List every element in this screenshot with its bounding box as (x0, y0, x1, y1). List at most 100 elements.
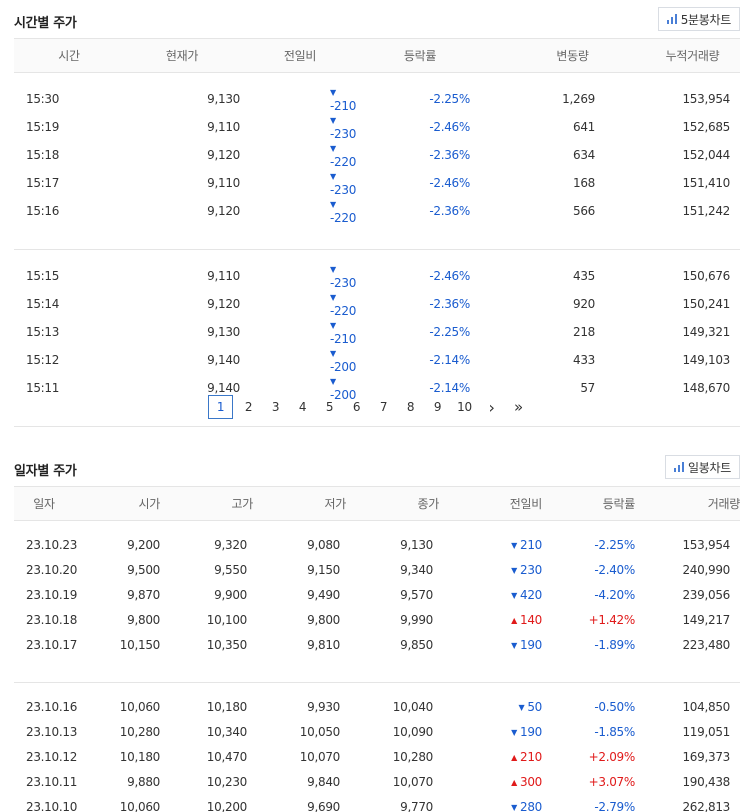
day-change-cell: ▼ 190 (439, 633, 542, 658)
spacer-row (14, 683, 740, 695)
day-rate-cell: +3.07% (588, 775, 636, 789)
cum-volume-cell: 153,954 (682, 91, 730, 106)
spacer-row (14, 521, 740, 533)
volume-change-cell: 634 (572, 147, 595, 162)
high-cell: 9,550 (214, 563, 247, 577)
volume-change-cell: 1,269 (562, 91, 595, 106)
date-cell: 23.10.20 (26, 563, 78, 577)
change-cell: ▼-230 (240, 169, 360, 197)
cum-volume-cell: 149,321 (682, 324, 730, 339)
close-cell: 10,280 (392, 750, 434, 764)
page-current[interactable]: 1 (208, 395, 233, 419)
cum-volume-cell: 150,241 (682, 296, 730, 311)
change-cell: ▼-210 (240, 318, 360, 346)
five-minute-chart-button[interactable]: 5분봉차트 (657, 7, 740, 31)
daily-row: 23.10.20 9,500 9,550 9,150 9,340 ▼ 230 -2.40% 24… (14, 558, 740, 583)
change-value: -210 (330, 98, 357, 113)
page-link[interactable]: 10 (457, 400, 472, 414)
date-cell: 23.10.19 (26, 588, 78, 602)
last-page-icon[interactable]: » (514, 398, 523, 416)
hourly-row: 15:14 9,120 ▼-220 -2.36% 920 150,241 (14, 290, 740, 318)
day-change-cell: ▲ 210 (439, 745, 542, 770)
hourly-price-table: 시간 현재가 전일비 등락률 변동량 누적거래량 15:30 9,130 ▼-210… (14, 38, 740, 427)
high-cell: 10,100 (206, 613, 248, 627)
high-cell: 10,230 (206, 775, 248, 789)
hourly-row: 15:30 9,130 ▼-210 -2.25% 1,269 153,954 (14, 85, 740, 113)
triangle-down-icon: ▼ (330, 348, 336, 358)
low-cell: 9,490 (307, 588, 340, 602)
cum-volume-cell: 149,103 (682, 352, 730, 367)
next-page-icon[interactable]: › (488, 397, 495, 417)
open-cell: 10,180 (119, 750, 161, 764)
trade-volume-cell: 240,990 (682, 563, 730, 577)
high-cell: 9,320 (214, 538, 247, 552)
change-value: -210 (330, 331, 357, 346)
col-header-open: 시가 (74, 486, 160, 521)
page-link[interactable]: 5 (325, 400, 334, 414)
price-cell: 9,130 (207, 324, 240, 339)
day-rate-cell: -4.20% (594, 588, 635, 602)
page-link[interactable]: 2 (244, 400, 253, 414)
triangle-down-icon: ▼ (511, 566, 517, 575)
page-link[interactable]: 4 (298, 400, 307, 414)
cum-volume-cell: 151,242 (682, 203, 730, 218)
daily-row: 23.10.12 10,180 10,470 10,070 10,280 ▲ 210 +2.0… (14, 745, 740, 770)
col-header-date: 일자 (14, 486, 74, 521)
triangle-up-icon: ▲ (511, 753, 517, 762)
daily-row: 23.10.18 9,800 10,100 9,800 9,990 ▲ 140 +1.42% 1… (14, 608, 740, 633)
price-cell: 9,130 (207, 91, 240, 106)
day-change-cell: ▼ 420 (439, 583, 542, 608)
low-cell: 9,800 (307, 613, 340, 627)
hourly-header-row: 시간 현재가 전일비 등락률 변동량 누적거래량 (14, 38, 740, 73)
triangle-down-icon: ▼ (330, 87, 336, 97)
page-link[interactable]: 8 (406, 400, 415, 414)
date-cell: 23.10.11 (26, 775, 78, 789)
rate-cell: -2.46% (429, 268, 470, 283)
cum-volume-cell: 148,670 (682, 380, 730, 395)
rate-cell: -2.14% (429, 352, 470, 367)
daily-chart-button[interactable]: 일봉차트 (665, 455, 740, 479)
day-change-cell: ▼ 230 (439, 558, 542, 583)
triangle-down-icon: ▼ (518, 703, 525, 712)
open-cell: 9,880 (127, 775, 160, 789)
change-value: -200 (330, 359, 357, 374)
triangle-down-icon: ▼ (511, 541, 517, 550)
change-value: -230 (330, 182, 357, 197)
page-link[interactable]: 9 (433, 400, 442, 414)
price-cell: 9,110 (207, 175, 240, 190)
time-cell: 15:17 (26, 175, 60, 190)
low-cell: 10,050 (299, 725, 341, 739)
rate-cell: -2.14% (429, 380, 470, 395)
change-value: 210 (519, 538, 542, 552)
daily-price-table: 일자 시가 고가 저가 종가 전일비 등락률 거래량 23.10.23 9,200… (14, 486, 740, 812)
daily-row: 23.10.23 9,200 9,320 9,080 9,130 ▼ 210 -2.25% 15… (14, 533, 740, 558)
day-rate-cell: -2.79% (594, 800, 635, 812)
open-cell: 9,200 (127, 538, 160, 552)
page-link[interactable]: 3 (271, 400, 280, 414)
triangle-down-icon: ▼ (330, 264, 336, 274)
rate-cell: -2.36% (429, 296, 470, 311)
change-value: -220 (330, 210, 357, 225)
daily-row: 23.10.13 10,280 10,340 10,050 10,090 ▼ 190 -1.8… (14, 720, 740, 745)
date-cell: 23.10.16 (26, 700, 78, 714)
day-rate-cell: -0.50% (594, 700, 635, 714)
rate-cell: -2.36% (429, 147, 470, 162)
close-cell: 9,770 (400, 800, 433, 812)
triangle-down-icon: ▼ (330, 292, 336, 302)
hourly-row: 15:18 9,120 ▼-220 -2.36% 634 152,044 (14, 141, 740, 169)
daily-row: 23.10.10 10,060 10,200 9,690 9,770 ▼ 280 -2.79%… (14, 795, 740, 812)
time-cell: 15:19 (26, 119, 60, 134)
change-value: -200 (330, 387, 357, 402)
daily-chart-label: 일봉차트 (688, 460, 731, 475)
page-link[interactable]: 7 (379, 400, 388, 414)
page-link[interactable]: 6 (352, 400, 361, 414)
spacer-cell (14, 521, 740, 533)
change-value: -220 (330, 154, 357, 169)
day-change-cell: ▼ 50 (439, 695, 542, 720)
close-cell: 10,040 (392, 700, 434, 714)
volume-change-cell: 920 (572, 296, 595, 311)
time-cell: 15:13 (26, 324, 60, 339)
day-change-cell: ▼ 190 (439, 720, 542, 745)
trade-volume-cell: 149,217 (682, 613, 730, 627)
day-rate-cell: +1.42% (588, 613, 636, 627)
